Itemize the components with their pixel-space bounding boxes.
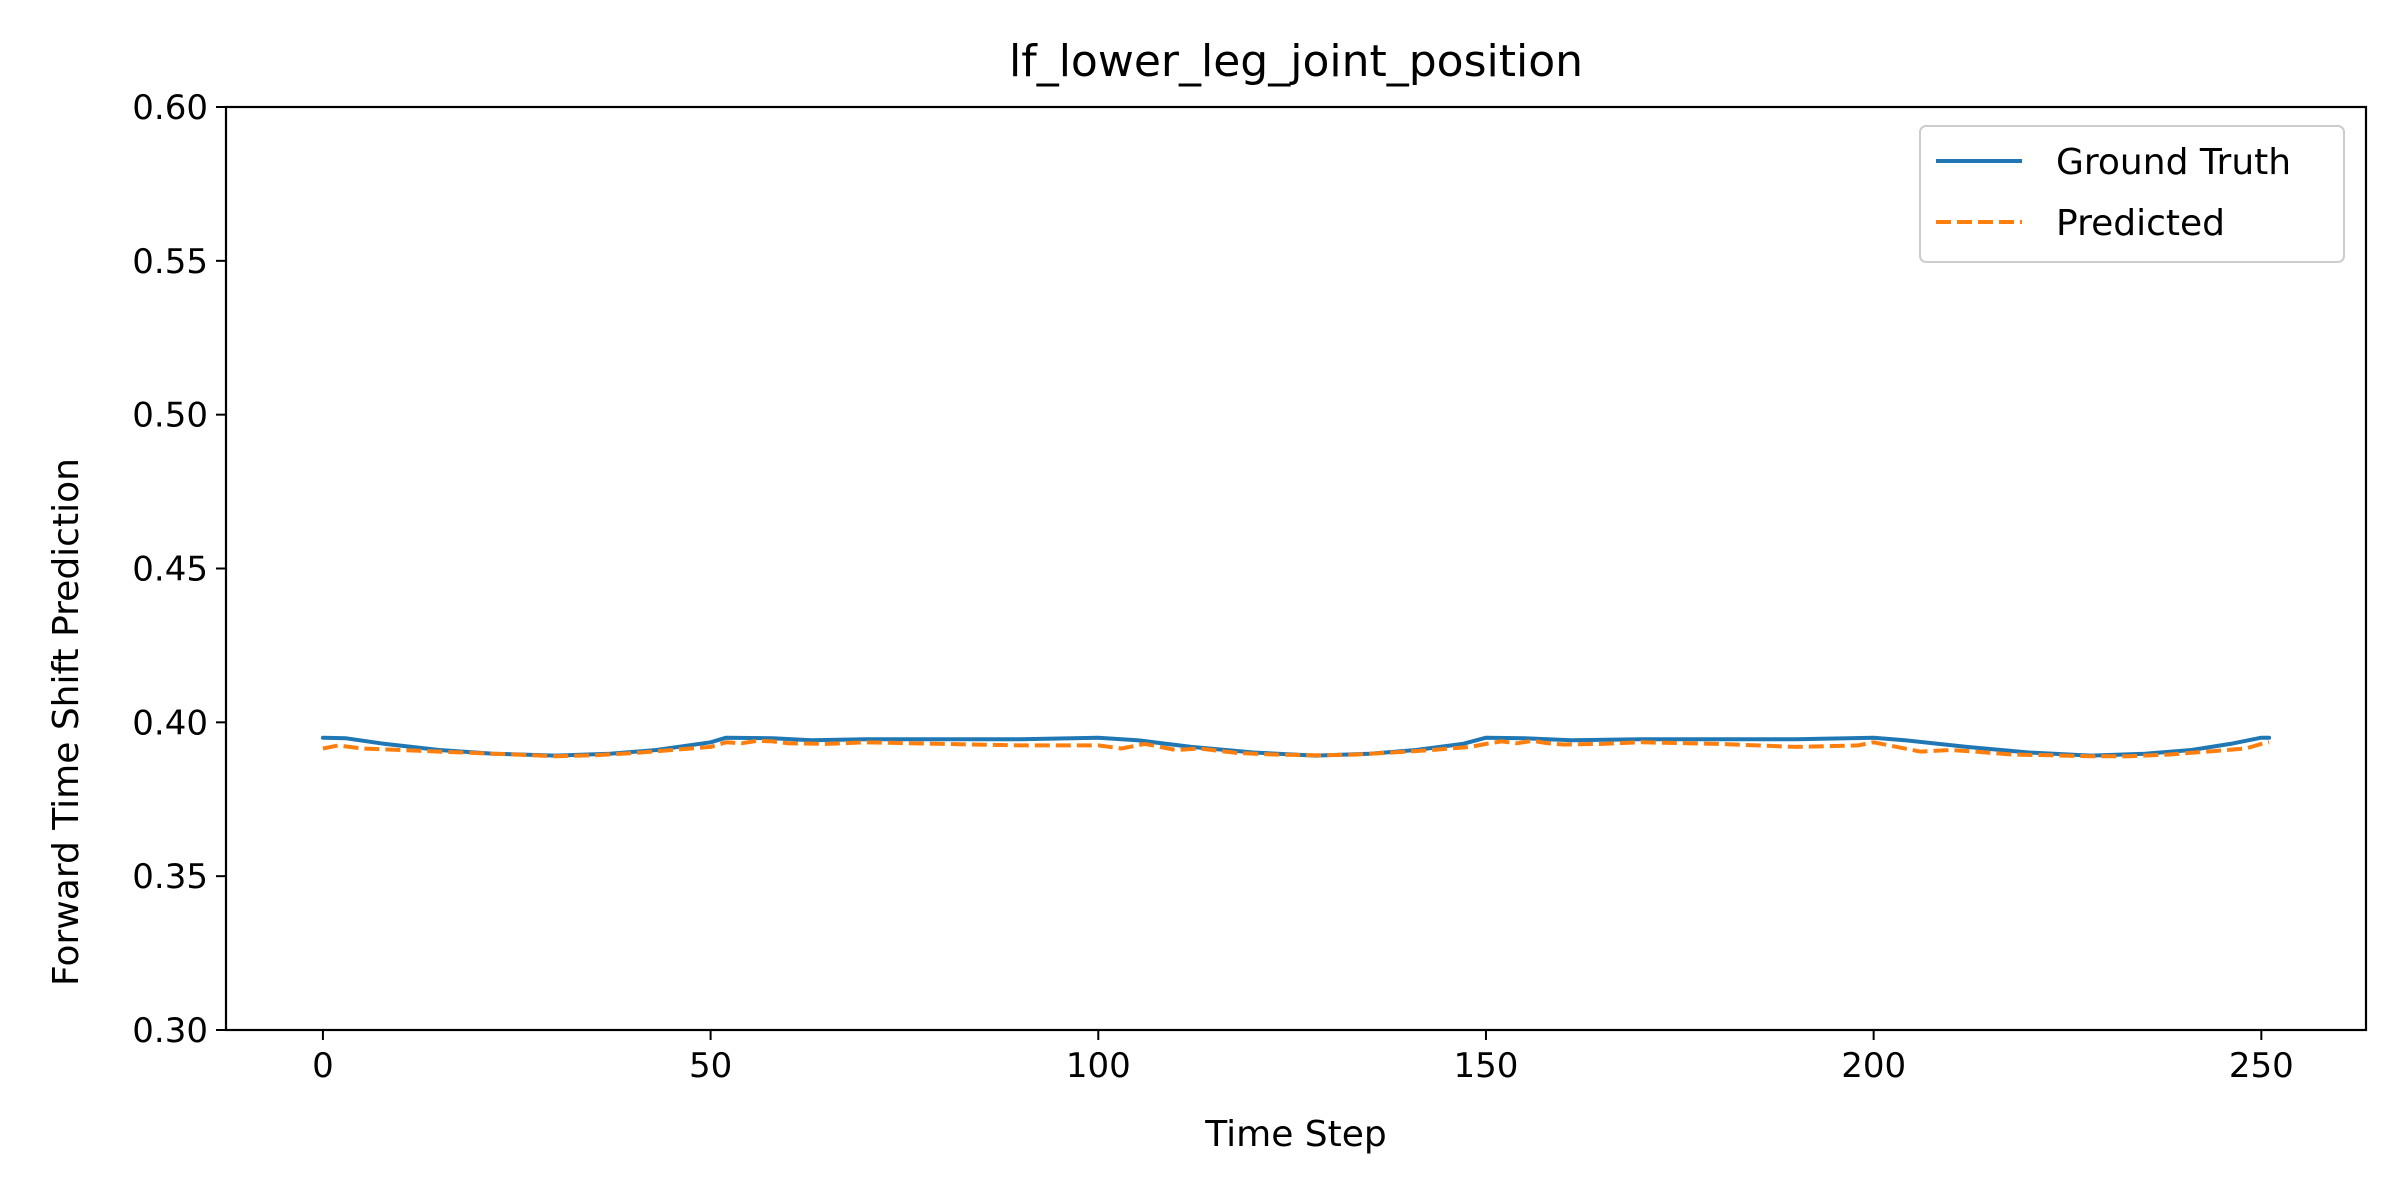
legend-label-ground-truth: Ground Truth	[2056, 142, 2291, 183]
x-tick-label: 100	[1066, 1046, 1131, 1086]
y-tick-label: 0.40	[132, 703, 208, 743]
x-axis-label: Time Step	[1204, 1114, 1387, 1155]
y-tick-label: 0.45	[132, 550, 208, 590]
legend: Ground Truth Predicted	[1919, 125, 2345, 263]
y-axis-label: Forward Time Shift Prediction	[46, 458, 87, 986]
axis-ticks: 0 50 100 150 200 250 0.30 0.35 0.40 0.45 0.50 0.55 0…	[132, 88, 2293, 1086]
plot-frame	[224, 105, 2368, 1032]
y-tick-label: 0.55	[132, 242, 208, 282]
y-tick-label: 0.50	[132, 396, 208, 436]
y-tick-label: 0.60	[132, 88, 208, 128]
x-tick-label: 150	[1454, 1046, 1519, 1086]
legend-frame	[1919, 125, 2345, 263]
data-series	[320, 735, 2272, 759]
y-tick-label: 0.35	[132, 857, 208, 897]
legend-label-predicted: Predicted	[2056, 203, 2225, 244]
chart-title: lf_lower_leg_joint_position	[1009, 36, 1583, 87]
x-tick-label: 50	[689, 1046, 732, 1086]
y-tick-label: 0.30	[132, 1011, 208, 1051]
x-tick-label: 200	[1841, 1046, 1906, 1086]
x-tick-label: 250	[2229, 1046, 2294, 1086]
series-line-predicted	[322, 738, 2270, 759]
x-tick-label: 0	[312, 1046, 334, 1086]
